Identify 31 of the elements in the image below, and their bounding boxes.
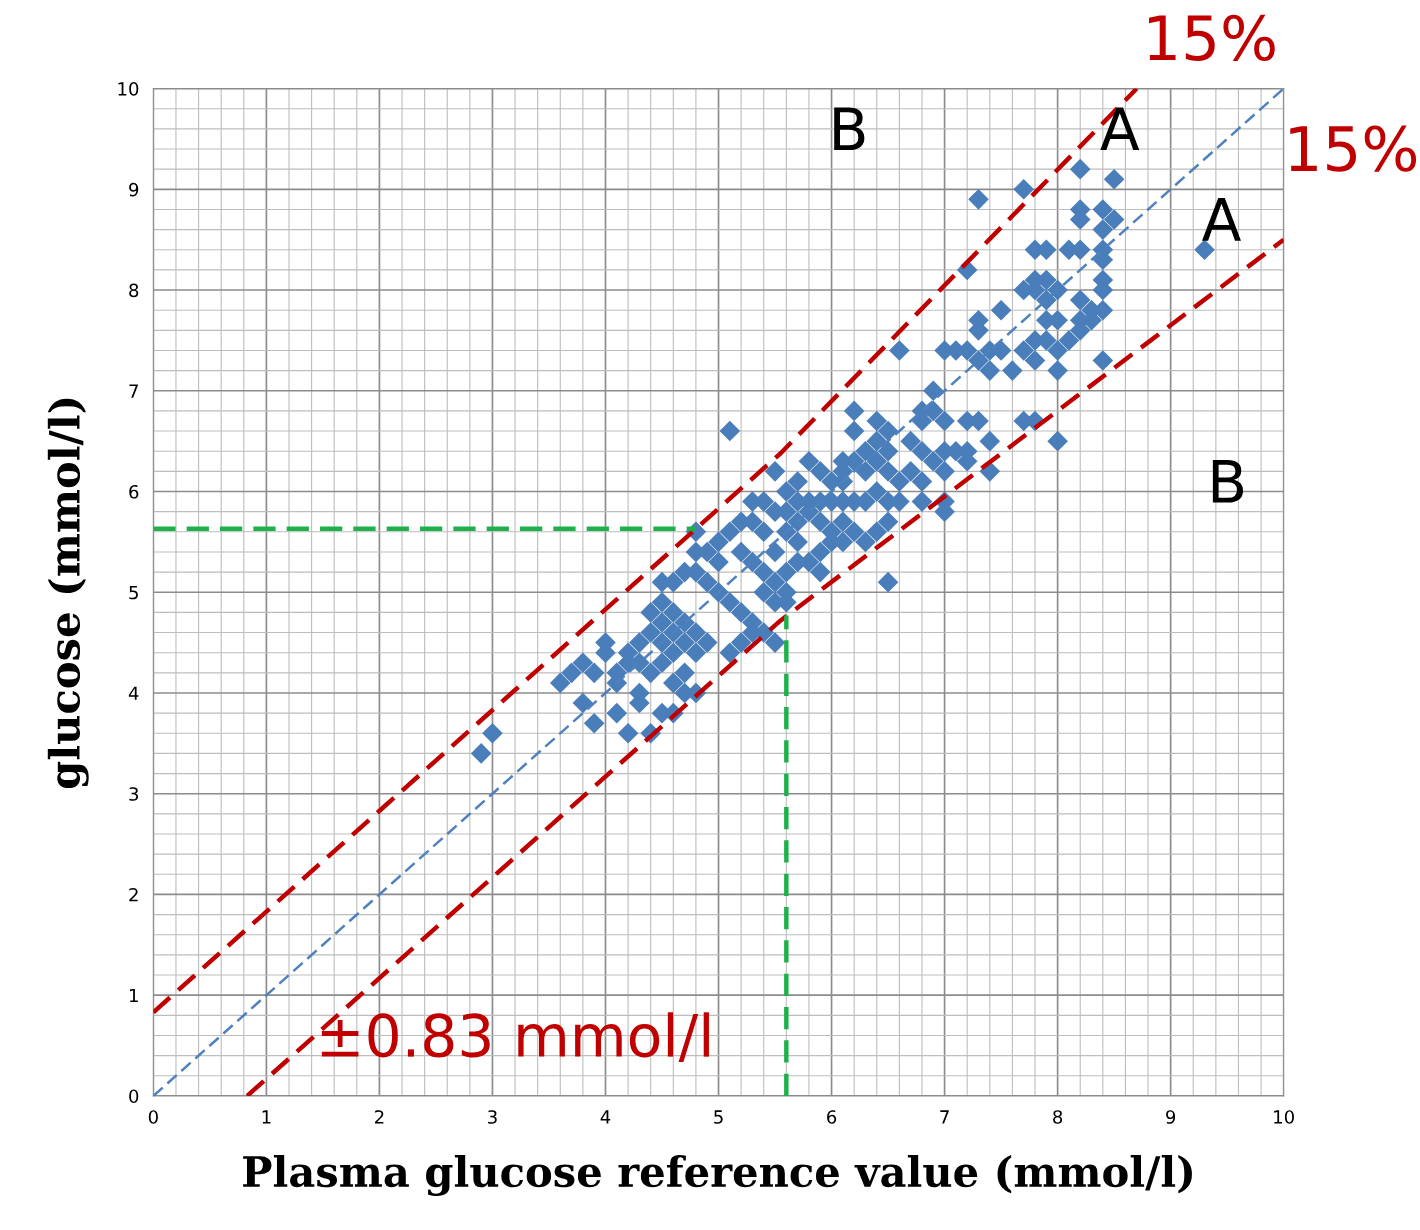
x-tick-label: 10 [1274,1110,1294,1124]
y-tick-label: 1 [129,988,138,1003]
y-tick-label: 0 [129,1089,139,1104]
x-tick-label: 9 [1166,1110,1176,1124]
annotation: ±0.83 mmol/l [321,1012,709,1063]
x-tick-label: 7 [940,1110,949,1124]
x-tick-label: 1 [262,1110,271,1124]
x-tick-label: 3 [488,1110,497,1124]
y-tick-label: 10 [118,82,139,96]
x-axis-title: Plasma glucose reference value (mmol/l) [243,1155,1192,1196]
annotation: B [1212,460,1244,503]
y-tick-label: 9 [129,182,139,197]
y-tick-label: 8 [129,283,139,298]
text: 15% [1149,14,1275,61]
text: 15% [1290,125,1417,172]
annotation: A [1202,198,1241,241]
x-tick-label: 8 [1053,1110,1063,1124]
y-tick-label: 2 [129,887,138,902]
y-tick-label: 4 [128,686,139,700]
annotation: A [1100,107,1140,150]
annotation: B [834,107,865,150]
y-tick-label: 7 [129,384,138,398]
x-tick-label: 2 [375,1110,384,1124]
x-tick-label: 4 [600,1110,611,1124]
y-tick-label: 6 [129,484,139,499]
x-tick-label: 0 [148,1110,158,1124]
y-tick-label: 5 [129,585,138,600]
y-tick-label: 3 [129,787,139,801]
y-axis-title: glucose (mmol/l) [47,398,89,789]
x-tick-label: 6 [827,1110,837,1124]
x-tick-label: 5 [714,1110,723,1124]
